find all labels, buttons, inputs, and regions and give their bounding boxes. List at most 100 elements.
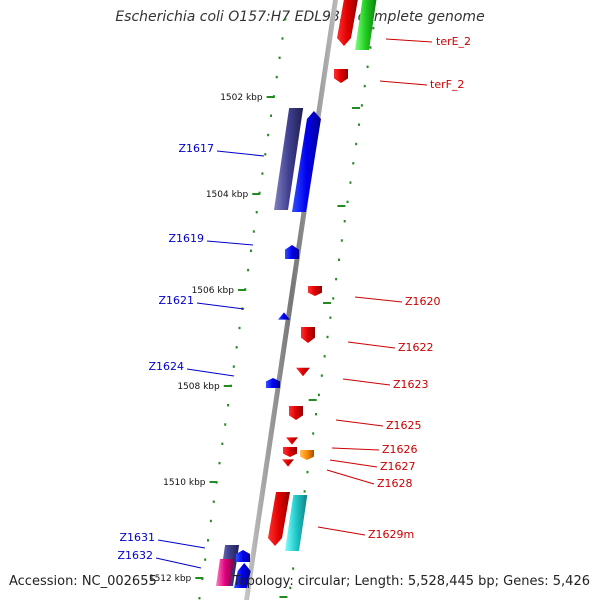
gene-arrow-z1624 [266,378,280,388]
minor-tick [366,65,369,68]
minor-tick [204,558,207,561]
gene-label-z1622: Z1622 [398,341,434,354]
tick-label: 1502 kbp [220,93,263,103]
gene-arrow-z1623 [296,367,310,377]
tick-label: 1512 kbp [149,574,192,584]
minor-tick [332,297,335,300]
leader-line-z1619 [206,240,254,246]
minor-tick [323,355,326,358]
accession-text: Accession: NC_002655 [9,574,157,589]
minor-tick [218,461,221,465]
gene-label-z1627: Z1627 [380,460,416,473]
gene-arrow-terF-2 [334,69,348,83]
minor-tick [209,519,212,523]
minor-tick [221,442,224,445]
tick-label: 1510 kbp [163,478,206,488]
minor-tick [363,84,366,88]
minor-tick [329,316,332,319]
minor-tick [335,277,338,281]
minor-tick [312,432,315,435]
gene-arrow-z1625 [289,406,303,420]
gene-label-z1620: Z1620 [405,295,441,308]
gene-label-z1628: Z1628 [377,477,413,490]
minor-tick [352,162,355,165]
leader-line-z1628 [326,469,375,485]
gene-label-z1624: Z1624 [148,360,184,373]
gene-arrow-green [355,0,377,50]
minor-tick [284,18,287,21]
gene-arrow-z1631 [236,550,250,562]
minor-tick [198,597,201,600]
leader-line-z1626 [331,447,380,451]
tick-label: 1506 kbp [192,286,235,296]
gene-label-z1625: Z1625 [386,419,422,432]
gene-label-terf-2: terF_2 [430,78,464,91]
minor-tick [355,142,358,146]
minor-tick [281,37,284,40]
minor-tick [235,346,238,349]
minor-tick [303,490,306,493]
leader-line-z1624 [186,368,235,377]
tick-label: 1504 kbp [206,190,249,200]
tick-label: 1508 kbp [177,382,220,392]
minor-tick [255,211,258,214]
gene-label-z1629m: Z1629m [368,528,414,541]
minor-tick [249,249,252,252]
leader-line-z1631 [157,539,206,549]
minor-tick [315,413,318,416]
gene-arrow-z1631-pink [216,559,235,586]
topology-text: Topology: circular; Length: 5,528,445 bp… [232,574,590,589]
minor-tick [238,326,241,330]
minor-tick [275,75,278,79]
backbone-ring [244,0,338,600]
minor-tick [343,220,346,223]
gene-arrow-z1620 [308,286,322,296]
leader-line-z1620 [354,296,403,303]
minor-tick [224,423,227,426]
gene-arrow-z1627 [300,450,314,460]
minor-tick [264,153,267,156]
minor-tick [360,104,363,107]
minor-tick [320,374,323,377]
minor-tick [292,567,295,570]
gene-arrow-z1619 [285,245,299,259]
gene-arrow-z1627-red [283,447,297,457]
gene-label-z1617: Z1617 [178,142,214,155]
leader-line-z1632 [155,557,202,569]
minor-tick [247,268,250,272]
gene-arrow-z1622 [301,327,315,343]
gene-arrow-z1621 [278,312,290,320]
minor-tick [252,230,255,233]
leader-line-z1625 [335,419,384,427]
minor-tick [227,404,230,407]
leader-line-z1627 [329,459,378,468]
leader-line-z1623 [342,378,391,386]
minor-tick [289,586,292,590]
minor-tick [326,335,329,339]
minor-tick [212,500,215,503]
leader-line-z1617 [216,150,265,157]
minor-tick [349,181,352,184]
minor-tick [270,114,273,117]
gene-arrow-z1632 [234,563,251,588]
minor-tick [261,172,264,175]
gene-arrow-z1629m-red [268,492,291,546]
minor-tick [346,200,349,204]
gene-label-z1619: Z1619 [168,232,204,245]
map-title: Escherichia coli O157:H7 EDL933, complet… [115,9,485,25]
gene-label-z1621: Z1621 [158,294,194,307]
minor-tick [369,46,372,49]
minor-tick [278,56,281,59]
minor-tick [358,123,361,126]
gene-label-z1631: Z1631 [119,531,155,544]
leader-line-z1622 [347,341,396,349]
minor-tick [207,539,210,542]
leader-line-z1621 [196,302,245,310]
gene-arrow-z1617-navy [274,108,304,210]
minor-tick [258,191,261,195]
gene-arrow-z1617 [292,111,321,212]
minor-tick [306,470,309,474]
gene-arrow-terE-2 [337,0,358,46]
gene-arrow-z1628 [282,459,294,467]
